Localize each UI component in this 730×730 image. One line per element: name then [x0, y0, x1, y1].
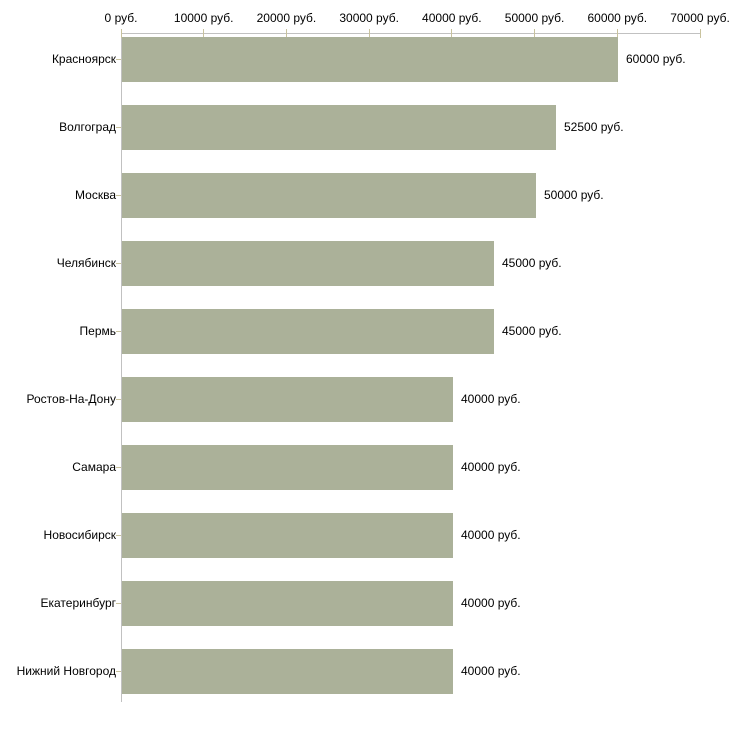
category-label: Челябинск [56, 256, 116, 270]
value-label: 45000 руб. [502, 256, 562, 270]
y-axis-tick [116, 127, 121, 128]
category-label: Москва [75, 188, 116, 202]
x-axis-tick [285, 29, 287, 38]
x-axis-tick [699, 29, 701, 38]
value-label: 40000 руб. [461, 460, 521, 474]
bar [122, 649, 453, 694]
category-label: Ростов-На-Дону [26, 392, 116, 406]
category-label: Самара [72, 460, 116, 474]
category-label: Волгоград [59, 120, 116, 134]
y-axis-tick [116, 195, 121, 196]
y-axis-tick [116, 535, 121, 536]
x-axis-tick-label: 0 руб. [104, 11, 138, 25]
x-axis-tick-label: 50000 руб. [504, 11, 565, 25]
x-axis-tick [451, 29, 453, 38]
value-label: 52500 руб. [564, 120, 624, 134]
x-axis-tick-label: 40000 руб. [422, 11, 482, 25]
value-label: 60000 руб. [626, 52, 686, 66]
category-label: Новосибирск [43, 528, 116, 542]
value-label: 40000 руб. [461, 392, 521, 406]
y-axis-tick [116, 399, 121, 400]
bar [122, 445, 453, 490]
category-label: Екатеринбург [40, 596, 117, 610]
y-axis-tick [116, 331, 121, 332]
x-axis-tick-label: 60000 руб. [587, 11, 648, 25]
y-axis-line [121, 33, 122, 702]
bar [122, 241, 494, 286]
x-axis-tick [616, 29, 618, 38]
value-label: 40000 руб. [461, 528, 521, 542]
category-label: Нижний Новгород [16, 664, 116, 678]
x-axis-line [121, 33, 700, 34]
x-axis-tick [120, 29, 122, 38]
y-axis-tick [116, 263, 121, 264]
bar [122, 377, 453, 422]
x-axis-tick [534, 29, 536, 38]
bar [122, 105, 556, 150]
category-label: Красноярск [51, 52, 116, 66]
x-axis-tick-label: 30000 руб. [339, 11, 399, 25]
category-label: Пермь [79, 324, 116, 338]
bar [122, 513, 453, 558]
x-axis-tick [203, 29, 205, 38]
bar [122, 309, 494, 354]
x-axis-tick-label: 70000 руб. [670, 11, 730, 25]
bar [122, 581, 453, 626]
x-axis-tick-label: 20000 руб. [256, 11, 317, 25]
value-label: 45000 руб. [502, 324, 562, 338]
value-label: 40000 руб. [461, 596, 521, 610]
value-label: 40000 руб. [461, 664, 521, 678]
x-axis-tick-label: 10000 руб. [173, 11, 234, 25]
bar [122, 37, 618, 82]
y-axis-tick [116, 467, 121, 468]
value-label: 50000 руб. [544, 188, 604, 202]
y-axis-tick [116, 59, 121, 60]
y-axis-tick [116, 603, 121, 604]
x-axis-tick [368, 29, 370, 38]
bar [122, 173, 536, 218]
y-axis-tick [116, 671, 121, 672]
